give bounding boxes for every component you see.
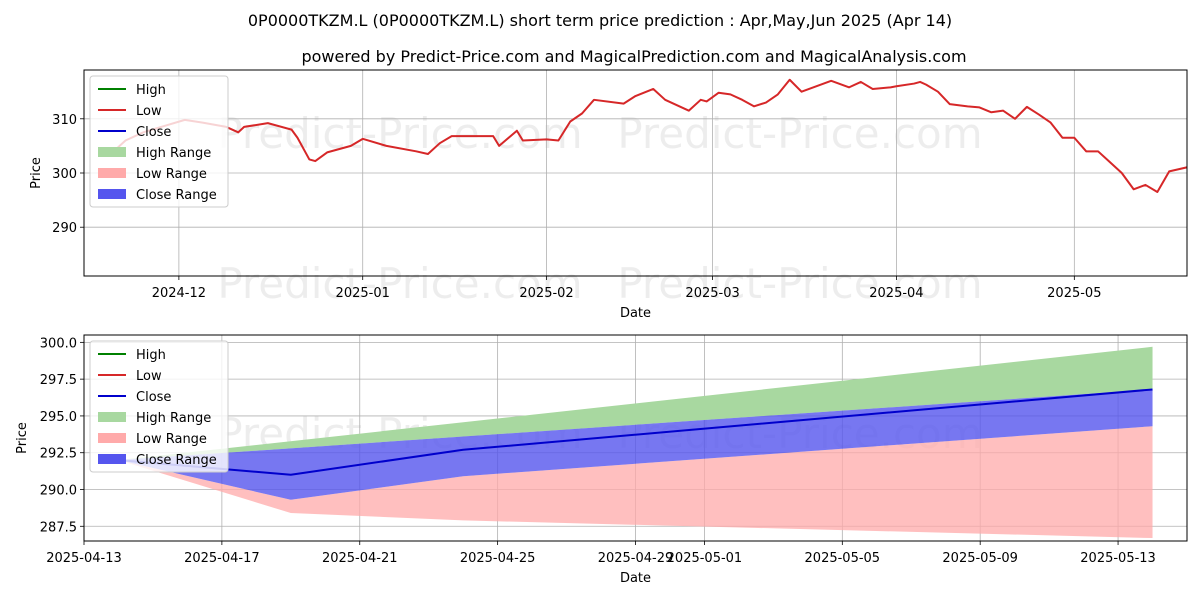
- legend-label-low-range: Low Range: [136, 167, 207, 182]
- low-range-band: [118, 426, 1153, 539]
- legend-label-close: Close: [136, 390, 171, 405]
- x-axis-label: Date: [620, 571, 651, 586]
- x-tick-label: 2025-04: [869, 286, 923, 301]
- x-tick-label: 2025-04-29: [598, 551, 674, 566]
- legend-label-close-range: Close Range: [136, 188, 217, 203]
- low-series-line: [112, 78, 1187, 193]
- legend-label-low: Low: [136, 369, 162, 384]
- y-tick-label: 290.0: [40, 484, 77, 499]
- y-tick-label: 300: [52, 167, 77, 182]
- close-range-band: [118, 389, 1153, 500]
- y-axis-label: Price: [29, 157, 44, 189]
- x-tick-label: 2025-04-17: [184, 551, 260, 566]
- x-tick-label: 2025-01: [336, 286, 390, 301]
- x-tick-label: 2025-04-25: [460, 551, 536, 566]
- x-tick-label: 2025-05-05: [805, 551, 881, 566]
- y-tick-label: 310: [52, 113, 77, 128]
- legend-swatch-high-range: [98, 147, 126, 157]
- watermark-text: Predict-Price.com: [217, 259, 582, 308]
- chart-subtitle: powered by Predict-Price.com and Magical…: [301, 47, 966, 66]
- legend-label-close: Close: [136, 125, 171, 140]
- legend: High Low Close High Range Low Range Close Ran…: [89, 75, 229, 208]
- high-range-band: [118, 346, 1153, 461]
- watermark-text: Predict-Price.com: [617, 259, 982, 308]
- x-tick-label: 2025-05-09: [942, 551, 1018, 566]
- y-tick-label: 295.0: [40, 410, 77, 425]
- y-tick-label: 297.5: [40, 373, 77, 388]
- x-tick-label: 2024-12: [152, 286, 206, 301]
- watermark-text: Predict-Price.com: [217, 109, 582, 158]
- chart-panel-1: Predict-Price.com Predict-Price.com Predic…: [29, 69, 1188, 321]
- axes-frame: [83, 69, 1188, 277]
- legend-swatch-close-range: [98, 189, 126, 199]
- x-axis-label: Date: [620, 306, 651, 321]
- x-tick-label: 2025-02: [519, 286, 573, 301]
- chart-panel-2: Predict-Price.comPredict-Price.com2025-0…: [15, 334, 1188, 586]
- x-tick-label: 2025-04-21: [322, 551, 398, 566]
- x-tick-label: 2025-05-13: [1080, 551, 1156, 566]
- legend-label-high: High: [136, 348, 166, 363]
- y-tick-label: 287.5: [40, 520, 77, 535]
- legend-swatch-high-range: [98, 412, 126, 422]
- chart-title: 0P0000TKZM.L (0P0000TKZM.L) short term p…: [248, 11, 952, 30]
- legend-label-high-range: High Range: [136, 146, 211, 161]
- legend-label-close-range: Close Range: [136, 453, 217, 468]
- y-tick-label: 290: [52, 221, 77, 236]
- x-tick-label: 2025-05: [1047, 286, 1101, 301]
- legend-swatch-close-range: [98, 454, 126, 464]
- x-tick-label: 2025-04-13: [46, 551, 122, 566]
- legend-label-low: Low: [136, 104, 162, 119]
- y-tick-label: 292.5: [40, 447, 77, 462]
- plot-area: [112, 78, 1187, 193]
- legend-swatch-low-range: [98, 168, 126, 178]
- axes-frame: [83, 334, 1188, 542]
- watermark-text: Predict-Price.com: [617, 109, 982, 158]
- legend-swatch-low-range: [98, 433, 126, 443]
- legend-label-high: High: [136, 83, 166, 98]
- legend: High Low Close High Range Low Range Close Ran…: [89, 340, 229, 473]
- x-tick-label: 2025-05-01: [667, 551, 743, 566]
- y-axis-label: Price: [15, 422, 30, 454]
- y-tick-label: 300.0: [40, 336, 77, 351]
- x-tick-label: 2025-03: [685, 286, 739, 301]
- legend-label-high-range: High Range: [136, 411, 211, 426]
- legend-label-low-range: Low Range: [136, 432, 207, 447]
